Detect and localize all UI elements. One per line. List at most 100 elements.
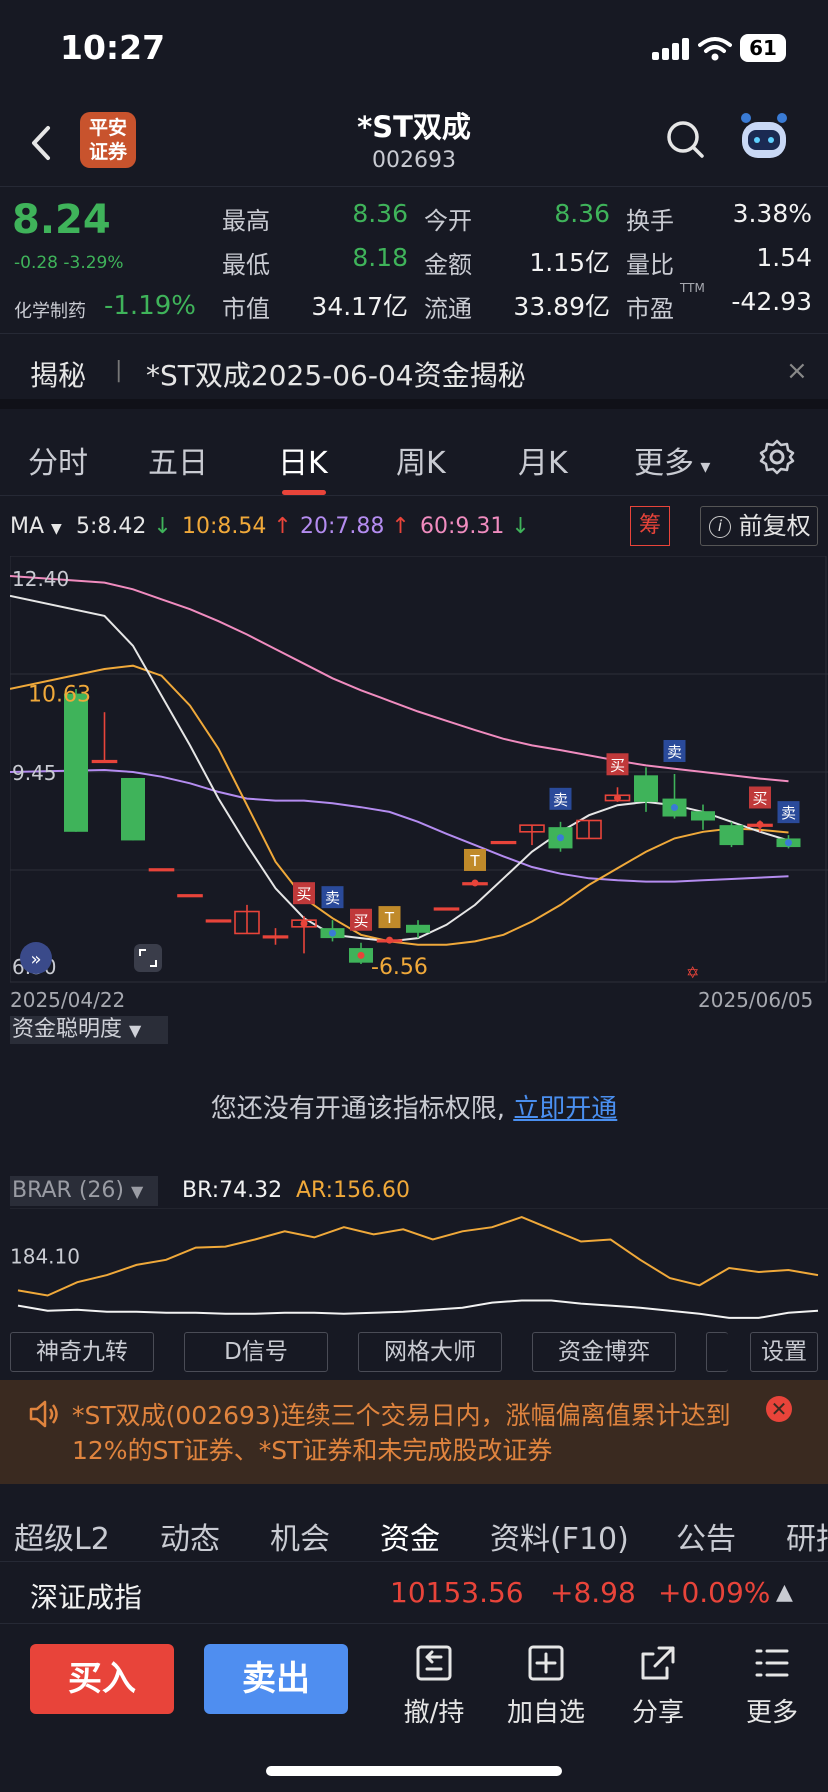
signal-badge: [464, 848, 486, 871]
brar-y-label: 184.10: [10, 1245, 80, 1269]
pe-ttm-superscript: TTM: [680, 281, 705, 295]
collapse-icon: [20, 942, 52, 974]
signal-badge: [663, 739, 686, 762]
back-arrow-icon[interactable]: [22, 118, 62, 168]
candle-body: [576, 819, 602, 840]
tab-news[interactable]: 动态: [160, 1522, 220, 1557]
index-change: +8.98: [550, 1576, 636, 1609]
tab-five-day[interactable]: 五日: [148, 446, 208, 481]
tab-more[interactable]: 更多 ▾: [634, 438, 710, 482]
quote-panel: 8.24 -0.28 -3.29% 化学制药 -1.19% 最高 8.36 今开 8.…: [0, 186, 828, 332]
candle-body: [177, 894, 203, 898]
buy-button[interactable]: 买入: [30, 1644, 174, 1714]
ar-line: [17, 1216, 819, 1297]
y-axis-label: 12.40: [12, 567, 69, 591]
quote-label: 市值: [222, 295, 270, 323]
candle-body: [148, 868, 175, 872]
signal-badge: [321, 886, 344, 909]
signal-dot: [785, 839, 792, 847]
share-button[interactable]: 分享: [608, 1642, 708, 1729]
signal-label: 买: [752, 790, 767, 808]
sell-button[interactable]: 卖出: [204, 1644, 348, 1714]
ma-legend: MA ▼ 5:8.42 ↓ 10:8.54 ↑ 20:7.88 ↑ 60:9.31 ↓: [0, 508, 828, 548]
tab-announcements[interactable]: 公告: [676, 1522, 736, 1557]
stock-code: 002693: [372, 148, 456, 173]
candle-body: [262, 935, 289, 939]
tab-opportunity[interactable]: 机会: [270, 1522, 330, 1557]
signal-label: 卖: [553, 791, 568, 809]
y-axis-label: 9.45: [12, 761, 57, 785]
index-ticker[interactable]: 深证成指 10153.56 +8.98 +0.09% ▲: [0, 1562, 828, 1624]
add-watchlist-label: 加自选: [506, 1698, 585, 1728]
speaker-icon: [29, 1400, 58, 1428]
close-icon[interactable]: ✕: [766, 1396, 792, 1422]
candle-body: [406, 924, 430, 933]
status-bar: 10:27 61: [0, 0, 828, 96]
search-icon[interactable]: [662, 116, 708, 162]
reveal-title: 揭秘: [30, 359, 87, 392]
signal-badge: [606, 753, 629, 776]
more-indicator-button[interactable]: [706, 1332, 728, 1372]
broker-logo: 平安证券: [80, 112, 136, 168]
wifi-icon: [698, 37, 732, 61]
quote-value: 1.54: [756, 243, 812, 272]
ma20-line: [10, 768, 789, 883]
tab-research[interactable]: 研报: [786, 1522, 828, 1557]
tab-funds[interactable]: 资金: [380, 1522, 440, 1557]
expand-up-icon[interactable]: ▲: [776, 1580, 793, 1605]
ma-legend-item: 20:7.88 ↑: [300, 514, 410, 539]
candle-body: [64, 693, 88, 832]
reveal-text[interactable]: *ST双成2025-06-04资金揭秘: [146, 359, 526, 392]
brar-chart[interactable]: 184.10: [10, 1208, 828, 1328]
quote-value: 8.18: [352, 243, 408, 272]
close-icon[interactable]: ×: [786, 356, 808, 386]
tab-intraday[interactable]: 分时: [28, 446, 88, 481]
magic-nine-button[interactable]: 神奇九转: [10, 1332, 154, 1372]
d-signal-button[interactable]: D信号: [184, 1332, 328, 1372]
indicator-settings-button[interactable]: 设置: [750, 1332, 818, 1372]
candle-body: [634, 775, 658, 802]
fund-reveal-banner[interactable]: 揭秘 | *ST双成2025-06-04资金揭秘 ×: [0, 333, 828, 409]
br-value: BR:74.32: [182, 1178, 283, 1203]
more-button[interactable]: 更多: [722, 1642, 822, 1729]
signal-label: T: [469, 852, 480, 870]
signal-label: 卖: [325, 889, 340, 907]
activate-link[interactable]: 立即开通: [513, 1094, 618, 1124]
grid-master-button[interactable]: 网格大师: [358, 1332, 502, 1372]
add-watchlist-button[interactable]: 加自选: [496, 1642, 596, 1729]
brar-label: BRAR (26): [12, 1178, 124, 1203]
sector-name[interactable]: 化学制药: [14, 301, 86, 322]
info-tabs: 超级L2 动态 机会 资金 资料(F10) 公告 研报: [0, 1498, 828, 1562]
settings-gear-icon[interactable]: [758, 438, 796, 476]
tab-more-label: 更多: [634, 446, 694, 481]
share-icon: [641, 1646, 675, 1680]
quote-value: 1.15亿: [529, 248, 610, 277]
battery-indicator: 61: [740, 34, 786, 62]
tab-daily-k[interactable]: 日K: [278, 446, 328, 481]
signal-icon: [652, 38, 692, 60]
tab-weekly-k[interactable]: 周K: [396, 446, 446, 481]
active-tab-indicator: [282, 490, 326, 495]
tab-monthly-k[interactable]: 月K: [518, 446, 568, 481]
period-tabs: 分时 五日 日K 周K 月K 更多 ▾: [0, 420, 828, 496]
adjust-button[interactable]: i 前复权: [700, 506, 818, 546]
permission-text: 您还没有开通该指标权限,: [210, 1094, 505, 1124]
share-label: 分享: [631, 1698, 684, 1728]
fund-indicator-dropdown[interactable]: 资金聪明度 ▼: [10, 1016, 168, 1044]
tab-super-l2[interactable]: 超级L2: [14, 1522, 110, 1557]
assistant-robot-icon[interactable]: [736, 110, 792, 166]
brar-dropdown[interactable]: BRAR (26) ▼: [10, 1176, 158, 1206]
reveal-separator: |: [115, 358, 123, 383]
risk-warning-banner[interactable]: *ST双成(002693)连续三个交易日内，涨幅偏离值累计达到12%的ST证券、…: [0, 1380, 828, 1484]
ma-legend-item: 10:8.54 ↑: [182, 514, 292, 539]
chip-distribution-button[interactable]: 筹: [630, 506, 670, 546]
last-price: 8.24: [12, 197, 111, 243]
index-value: 10153.56: [390, 1576, 524, 1609]
tab-f10[interactable]: 资料(F10): [490, 1522, 629, 1557]
fund-game-button[interactable]: 资金博弈: [532, 1332, 676, 1372]
ma-label[interactable]: MA ▼: [10, 514, 62, 539]
cancel-hold-button[interactable]: 撤/持: [384, 1642, 484, 1729]
chart-start-date: 2025/04/22: [10, 988, 126, 1012]
signal-badge: [777, 801, 800, 824]
